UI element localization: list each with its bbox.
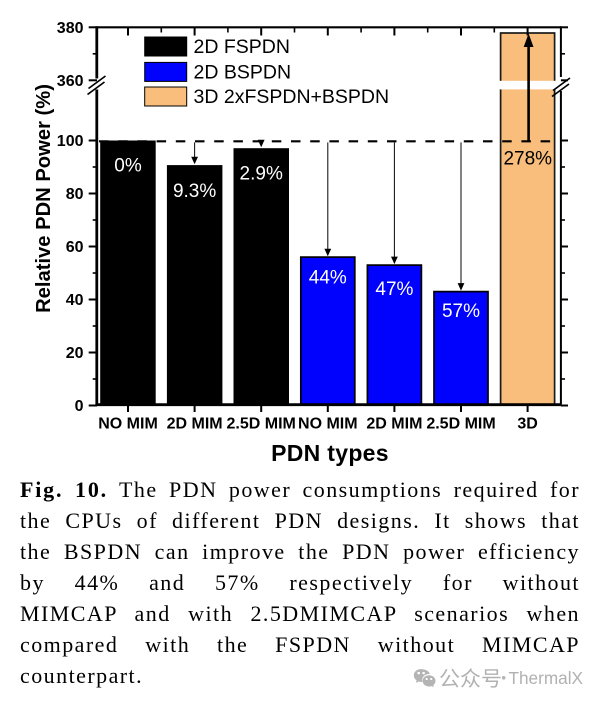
- svg-text:0%: 0%: [114, 156, 142, 177]
- svg-text:PDN types: PDN types: [271, 440, 389, 466]
- svg-text:47%: 47%: [375, 279, 413, 300]
- svg-text:60: 60: [66, 239, 84, 256]
- svg-text:2.5D MIM: 2.5D MIM: [227, 416, 296, 433]
- svg-text:80: 80: [66, 186, 84, 203]
- svg-text:NO MIM: NO MIM: [298, 416, 358, 433]
- svg-text:NO MIM: NO MIM: [98, 416, 158, 433]
- svg-text:2.9%: 2.9%: [240, 163, 283, 184]
- svg-text:2D BSPDN: 2D BSPDN: [194, 61, 292, 83]
- svg-text:3D: 3D: [517, 416, 537, 433]
- svg-text:0: 0: [75, 398, 84, 415]
- svg-text:2D MIM: 2D MIM: [167, 416, 223, 433]
- svg-text:100: 100: [57, 133, 84, 150]
- svg-text:360: 360: [57, 73, 84, 90]
- svg-text:Relative PDN Power (%): Relative PDN Power (%): [33, 84, 55, 313]
- svg-text:44%: 44%: [309, 267, 347, 288]
- svg-text:2.5D MIM: 2.5D MIM: [426, 416, 495, 433]
- svg-text:380: 380: [57, 20, 84, 37]
- svg-text:57%: 57%: [442, 301, 480, 322]
- svg-text:278%: 278%: [503, 149, 552, 170]
- svg-text:3D 2xFSPDN+BSPDN: 3D 2xFSPDN+BSPDN: [194, 86, 390, 108]
- svg-text:2D MIM: 2D MIM: [366, 416, 422, 433]
- svg-text:9.3%: 9.3%: [173, 181, 216, 202]
- svg-text:40: 40: [66, 292, 84, 309]
- svg-text:ThermalX: ThermalX: [509, 668, 584, 688]
- svg-text:20: 20: [66, 345, 84, 362]
- svg-text:2D FSPDN: 2D FSPDN: [194, 36, 290, 58]
